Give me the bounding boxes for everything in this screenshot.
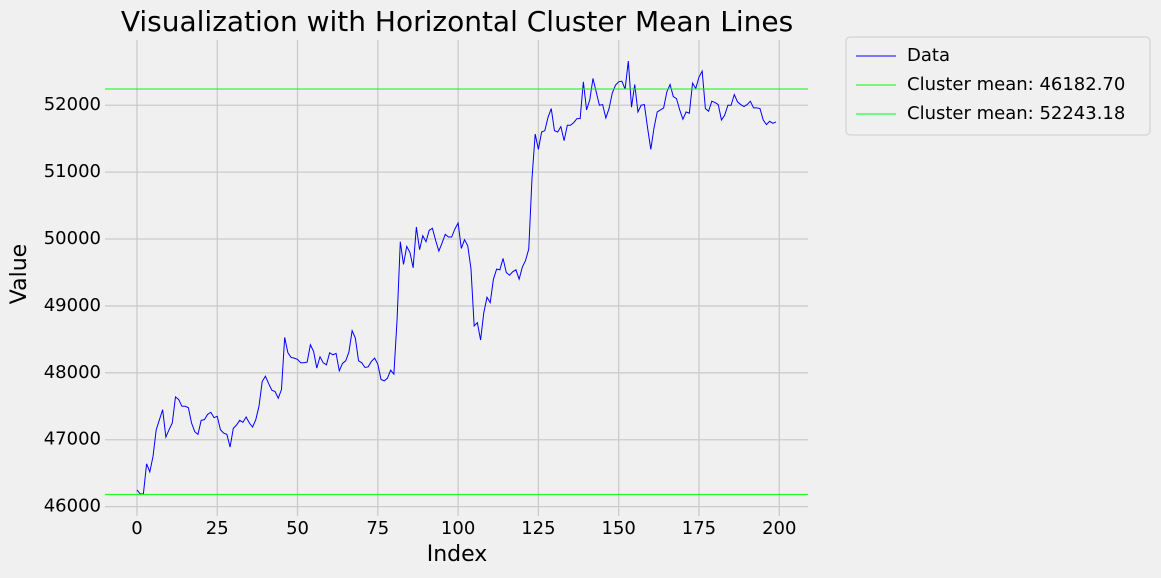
- data-line: [136, 61, 777, 495]
- y-tick-label: 48000: [44, 362, 101, 383]
- x-tick-label: 25: [206, 518, 229, 539]
- x-tick-label: 150: [602, 518, 636, 539]
- y-tick-label: 51000: [44, 161, 101, 182]
- y-tick-label: 52000: [44, 94, 101, 115]
- y-tick-label: 46000: [44, 496, 101, 517]
- legend-label: Cluster mean: 52243.18: [907, 103, 1125, 124]
- x-tick-label: 175: [682, 518, 716, 539]
- legend-box: [845, 36, 1151, 136]
- y-tick-label: 50000: [44, 228, 101, 249]
- y-axis-label: Value: [7, 244, 32, 304]
- y-tick-label: 49000: [44, 295, 101, 316]
- chart-title: Visualization with Horizontal Cluster Me…: [121, 5, 793, 38]
- y-tick-label: 47000: [44, 429, 101, 450]
- legend-label: Cluster mean: 46182.70: [907, 74, 1125, 95]
- x-axis-label: Index: [427, 542, 488, 567]
- x-tick-label: 200: [762, 518, 796, 539]
- legend-label: Data: [907, 45, 950, 66]
- x-tick-label: 50: [286, 518, 309, 539]
- x-tick-label: 100: [441, 518, 475, 539]
- x-tick-label: 75: [366, 518, 389, 539]
- x-tick-label: 125: [521, 518, 555, 539]
- x-tick-label: 0: [131, 518, 142, 539]
